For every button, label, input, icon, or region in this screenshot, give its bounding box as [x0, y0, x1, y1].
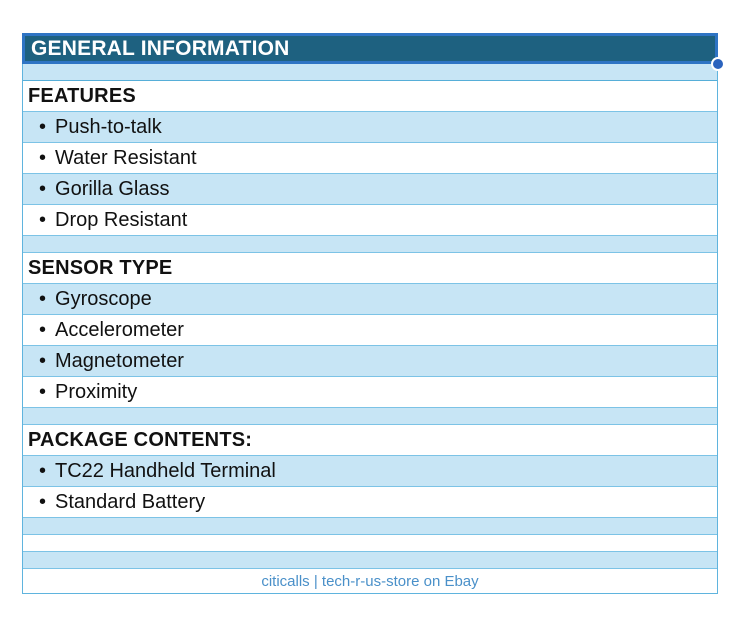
spacer-row	[23, 64, 717, 81]
table-title: GENERAL INFORMATION	[31, 37, 290, 60]
section-heading-package-contents: PACKAGE CONTENTS:	[23, 425, 717, 456]
spacer-row	[23, 552, 717, 569]
section-heading-label: PACKAGE CONTENTS:	[28, 428, 253, 451]
list-item-standard-battery: • Standard Battery	[23, 487, 717, 518]
table-body: FEATURES • Push-to-talk • Water Resistan…	[22, 64, 718, 594]
list-item-water-resistant: • Water Resistant	[23, 143, 717, 174]
spacer-row	[23, 236, 717, 253]
selection-handle-dot[interactable]	[713, 59, 723, 69]
list-item-label: Proximity	[55, 380, 138, 403]
list-item-label: Gyroscope	[55, 287, 152, 310]
spacer-row	[23, 518, 717, 535]
spacer-row	[23, 535, 717, 552]
bullet-icon: •	[39, 178, 47, 200]
list-item-drop-resistant: • Drop Resistant	[23, 205, 717, 236]
section-heading-label: SENSOR TYPE	[28, 256, 173, 279]
store-link[interactable]: citicalls | tech-r-us-store on Ebay	[261, 572, 479, 590]
list-item-label: Accelerometer	[55, 318, 184, 341]
bullet-icon: •	[39, 147, 47, 169]
list-item-label: Push-to-talk	[55, 115, 162, 138]
bullet-icon: •	[39, 209, 47, 231]
list-item-push-to-talk: • Push-to-talk	[23, 112, 717, 143]
list-item-proximity: • Proximity	[23, 377, 717, 408]
bullet-icon: •	[39, 491, 47, 513]
general-information-table: GENERAL INFORMATION FEATURES • Push-to-t…	[22, 33, 723, 594]
bullet-icon: •	[39, 319, 47, 341]
section-heading-sensor-type: SENSOR TYPE	[23, 253, 717, 284]
list-item-label: Gorilla Glass	[55, 177, 170, 200]
list-item-label: Magnetometer	[55, 349, 184, 372]
list-item-gorilla-glass: • Gorilla Glass	[23, 174, 717, 205]
bullet-icon: •	[39, 460, 47, 482]
list-item-label: Drop Resistant	[55, 208, 188, 231]
list-item-tc22-handheld-terminal: • TC22 Handheld Terminal	[23, 456, 717, 487]
table-header-bar: GENERAL INFORMATION	[22, 33, 723, 69]
list-item-magnetometer: • Magnetometer	[23, 346, 717, 377]
list-item-label: Water Resistant	[55, 146, 197, 169]
list-item-label: TC22 Handheld Terminal	[55, 459, 276, 482]
bullet-icon: •	[39, 350, 47, 372]
bullet-icon: •	[39, 288, 47, 310]
section-heading-features: FEATURES	[23, 81, 717, 112]
section-heading-label: FEATURES	[28, 84, 136, 107]
footer-row: citicalls | tech-r-us-store on Ebay	[23, 569, 717, 594]
list-item-label: Standard Battery	[55, 490, 206, 513]
bullet-icon: •	[39, 381, 47, 403]
list-item-gyroscope: • Gyroscope	[23, 284, 717, 315]
list-item-accelerometer: • Accelerometer	[23, 315, 717, 346]
spacer-row	[23, 408, 717, 425]
bullet-icon: •	[39, 116, 47, 138]
